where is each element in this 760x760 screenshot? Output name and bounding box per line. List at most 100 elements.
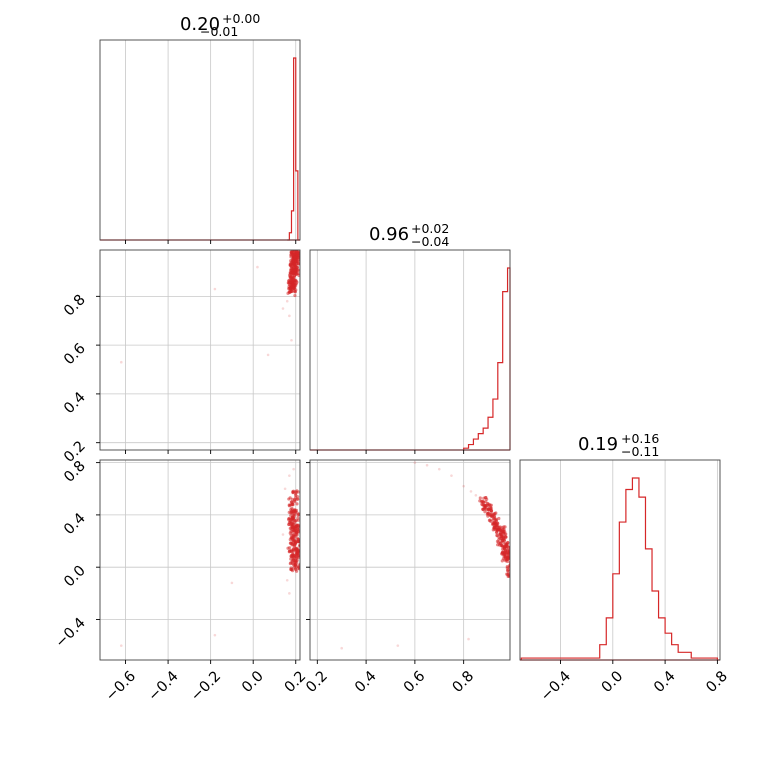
scatter-point-dense bbox=[294, 569, 299, 573]
scatter-point-dense bbox=[486, 511, 490, 515]
scatter-point-sparse bbox=[288, 314, 291, 318]
scatter-point-dense bbox=[496, 543, 500, 547]
scatter-panel-0-1 bbox=[96, 249, 301, 454]
scatter-point-dense bbox=[296, 252, 300, 256]
scatter-point-dense bbox=[501, 557, 506, 561]
scatter-point-dense bbox=[510, 572, 513, 575]
scatter-point-dense bbox=[289, 275, 293, 279]
scatter-point-dense bbox=[489, 514, 493, 518]
x-tick-label: 0.0 bbox=[599, 668, 627, 696]
scatter-point-sparse bbox=[292, 467, 295, 471]
scatter-point-dense bbox=[492, 526, 496, 530]
x-tick-label: 0.4 bbox=[651, 668, 679, 696]
histogram-line bbox=[520, 477, 718, 660]
scatter-point-dense bbox=[293, 290, 298, 294]
scatter-point-sparse bbox=[281, 533, 285, 536]
scatter-points bbox=[119, 250, 300, 364]
histogram-panel-1 bbox=[309, 249, 511, 454]
panels-group: −0.6 −0.4 −0.2 0.0 0.20.2 0.4 0.6 0.8 −0.4 0.0 0.4… bbox=[53, 39, 731, 705]
scatter-point-dense bbox=[505, 544, 509, 548]
scatter-point-dense bbox=[293, 561, 297, 565]
scatter-point-dense bbox=[294, 548, 298, 552]
scatter-point-dense bbox=[512, 565, 515, 568]
scatter-point-dense bbox=[511, 573, 514, 576]
scatter-point-sparse bbox=[469, 490, 473, 493]
scatter-point-dense bbox=[297, 565, 300, 570]
scatter-point-sparse bbox=[283, 487, 287, 491]
scatter-point-dense bbox=[495, 525, 499, 529]
title-plus-2: +0.16 bbox=[621, 431, 659, 446]
scatter-point-sparse bbox=[413, 461, 417, 464]
scatter-point-dense bbox=[491, 516, 496, 520]
scatter-point-dense bbox=[507, 565, 510, 570]
panel-frame bbox=[309, 459, 511, 661]
scatter-point-dense bbox=[287, 516, 292, 520]
y-tick-label: 0.8 bbox=[61, 292, 89, 320]
scatter-point-dense bbox=[481, 503, 485, 507]
y-tick-label: −0.4 bbox=[53, 615, 89, 651]
scatter-point-dense bbox=[497, 537, 501, 542]
x-tick-label: 0.8 bbox=[703, 668, 731, 696]
histogram-panel-0 bbox=[99, 39, 301, 244]
title-param-0: 0.20 bbox=[180, 14, 220, 35]
scatter-point-sparse bbox=[450, 474, 453, 477]
scatter-point-dense bbox=[292, 553, 296, 557]
scatter-point-dense bbox=[488, 504, 492, 508]
scatter-point-dense bbox=[289, 535, 293, 540]
scatter-point-dense bbox=[291, 542, 295, 546]
title-minus-1: −0.04 bbox=[411, 234, 449, 249]
scatter-point-dense bbox=[487, 506, 491, 511]
scatter-point-dense bbox=[295, 523, 299, 528]
scatter-point-dense bbox=[296, 516, 300, 520]
scatter-point-dense bbox=[499, 543, 503, 548]
scatter-point-dense bbox=[294, 490, 298, 494]
scatter-point-sparse bbox=[396, 644, 400, 647]
scatter-points bbox=[340, 461, 515, 650]
x-tick-label: −0.2 bbox=[188, 668, 224, 704]
scatter-point-dense bbox=[503, 532, 507, 536]
title-param-2: 0.19 bbox=[578, 434, 618, 455]
x-tick-label: 0.8 bbox=[450, 668, 478, 696]
scatter-point-dense bbox=[502, 547, 506, 551]
histogram-panel-2 bbox=[519, 459, 721, 664]
scatter-point-dense bbox=[510, 564, 513, 567]
scatter-point-dense bbox=[478, 496, 482, 500]
scatter-point-dense bbox=[291, 490, 295, 495]
title-value: 0.19 bbox=[578, 434, 618, 455]
panel-frame bbox=[99, 39, 301, 241]
scatter-point-dense bbox=[290, 279, 294, 283]
panel-frame bbox=[309, 249, 511, 451]
y-tick-label: 0.4 bbox=[61, 389, 89, 417]
scatter-point-sparse bbox=[119, 644, 123, 647]
scatter-point-dense bbox=[507, 574, 510, 578]
x-tick-label: 0.0 bbox=[239, 668, 267, 696]
x-tick-label: 0.6 bbox=[401, 668, 429, 696]
scatter-point-dense bbox=[295, 502, 299, 506]
scatter-point-dense bbox=[512, 562, 515, 565]
scatter-point-dense bbox=[289, 250, 293, 255]
scatter-point-dense bbox=[500, 526, 504, 530]
scatter-point-dense bbox=[494, 522, 499, 526]
scatter-point-dense bbox=[507, 569, 510, 573]
scatter-point-dense bbox=[481, 507, 485, 512]
scatter-point-dense bbox=[291, 502, 295, 506]
scatter-point-dense bbox=[287, 510, 291, 514]
x-tick-label: −0.4 bbox=[538, 668, 574, 704]
title-param-1: 0.96 bbox=[369, 224, 409, 245]
scatter-point-dense bbox=[293, 268, 297, 272]
scatter-point-dense bbox=[288, 263, 293, 267]
title-value: 0.96 bbox=[369, 224, 409, 245]
scatter-point-dense bbox=[293, 563, 297, 568]
scatter-point-dense bbox=[290, 525, 294, 529]
scatter-point-dense bbox=[292, 274, 297, 278]
scatter-point-sparse bbox=[462, 484, 465, 488]
scatter-point-dense bbox=[295, 554, 299, 558]
scatter-point-sparse bbox=[437, 467, 441, 471]
scatter-point-sparse bbox=[288, 474, 291, 477]
scatter-point-sparse bbox=[467, 637, 470, 641]
x-tick-label: 0.4 bbox=[352, 668, 380, 696]
x-tick-label: −0.6 bbox=[103, 668, 139, 704]
y-tick-label: 0.8 bbox=[61, 458, 89, 486]
scatter-point-dense bbox=[296, 262, 300, 266]
